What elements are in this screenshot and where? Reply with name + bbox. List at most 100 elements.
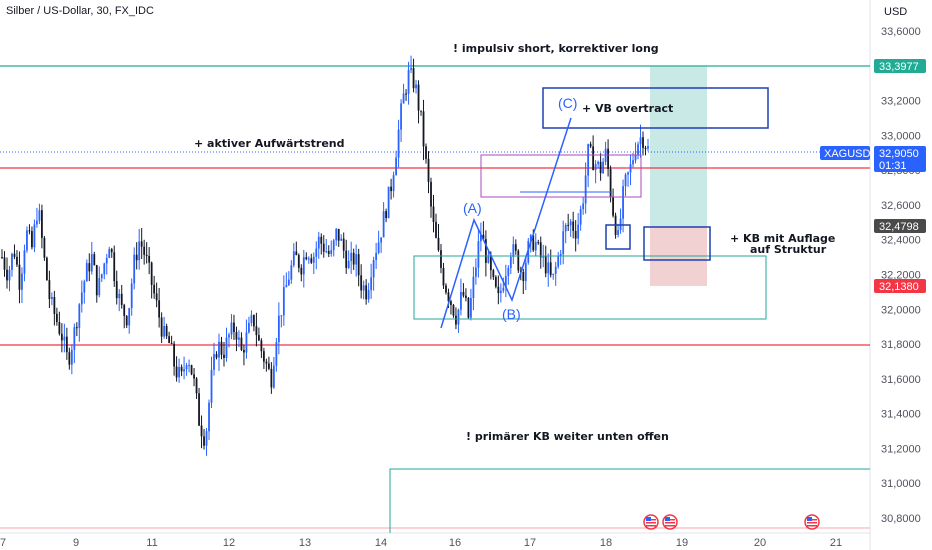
candle-body [629, 164, 632, 173]
candle-body [70, 349, 73, 365]
x-tick-label: 18 [600, 537, 612, 549]
time-axis[interactable]: 7 9 11 12 13 14 16 17 18 19 20 21 [0, 537, 842, 549]
candle-body [183, 369, 185, 372]
y-tick-label: 31,2000 [881, 443, 921, 455]
primary-annotation[interactable]: ! primärer KB weiter unten offen [466, 430, 669, 443]
cyan-structure-box[interactable] [413, 255, 767, 320]
candle-body [1, 257, 3, 259]
candle-body [158, 300, 161, 318]
candle-body [195, 378, 198, 394]
candle-body [55, 313, 58, 323]
x-tick-label: 16 [449, 537, 461, 549]
candle-body [208, 402, 210, 432]
y-tick-label: 30,8000 [881, 513, 921, 525]
current-price-tag[interactable]: 32,9050 01:31 [874, 146, 926, 172]
candle-body [382, 211, 385, 238]
candle-body [270, 368, 273, 388]
candle-body [579, 209, 582, 225]
candle-body [48, 280, 51, 300]
candle-body [430, 181, 432, 207]
candle-body [13, 253, 16, 257]
vb-box[interactable] [542, 87, 769, 129]
candle-body [347, 260, 350, 268]
purple-structure-box[interactable] [480, 154, 642, 198]
wave-label-c[interactable]: (C) [558, 95, 577, 111]
candle-body [83, 281, 86, 293]
kb-annotation-line1[interactable]: + KB mit Auflage [730, 232, 835, 245]
top-line-price-tag[interactable]: 33,3977 [874, 59, 926, 73]
us-flag-icon[interactable] [643, 514, 659, 530]
candle-body [470, 297, 472, 318]
stop-price-tag[interactable]: 32,1380 [874, 279, 926, 293]
candle-body [258, 335, 260, 341]
small-blue-box[interactable] [605, 224, 631, 250]
candle-body [125, 315, 128, 326]
candle-body [574, 230, 577, 239]
candle-body [320, 236, 323, 244]
candle-body [492, 270, 495, 278]
candle-body [282, 287, 285, 316]
candle-body [597, 161, 600, 165]
uptrend-annotation[interactable]: + aktiver Aufwärtstrend [194, 137, 345, 150]
candle-body [205, 431, 208, 446]
candle-body [43, 237, 46, 258]
price-axis[interactable]: 33,600033,400033,200033,000032,800032,60… [881, 26, 921, 525]
candle-body [285, 285, 288, 288]
candle-body [58, 322, 61, 334]
vb-annotation[interactable]: + VB overtract [582, 102, 673, 115]
abc-wave[interactable] [440, 117, 572, 329]
candle-body [260, 340, 263, 352]
candle-body [504, 276, 507, 288]
symbol-tag[interactable]: XAGUSD [820, 146, 871, 160]
candle-body [218, 341, 220, 358]
candle-body [287, 279, 290, 286]
candle-body [577, 224, 580, 239]
candle-body [612, 197, 614, 216]
svg-text:32,1380: 32,1380 [879, 281, 919, 293]
candle-body [544, 255, 547, 274]
entry-price-tag[interactable]: 32,4798 [874, 219, 926, 233]
candle-body [584, 175, 587, 204]
candle-body [335, 228, 338, 241]
candle-body [215, 354, 218, 358]
candle-body [499, 290, 502, 294]
candle-body [165, 326, 168, 337]
session-marker [389, 468, 870, 533]
candle-body [60, 333, 63, 341]
candle-body [88, 263, 91, 272]
impulse-annotation[interactable]: ! impulsiv short, korrektiver long [453, 42, 659, 55]
candle-body [632, 160, 634, 165]
candle-body [203, 436, 205, 446]
candle-body [170, 342, 173, 344]
candle-body [375, 252, 378, 261]
kb-annotation-line2[interactable]: auf Struktur [750, 243, 827, 256]
candle-body [322, 243, 325, 252]
candle-body [6, 269, 8, 281]
candle-body [108, 249, 111, 259]
candle-body [190, 365, 193, 375]
candle-body [484, 239, 487, 263]
wave-label-a[interactable]: (A) [463, 200, 482, 216]
candle-body [8, 269, 11, 281]
currency-label[interactable]: USD [884, 6, 907, 18]
candle-body [173, 343, 176, 367]
us-flag-icon[interactable] [804, 514, 820, 530]
candle-body [524, 262, 527, 281]
x-tick-label: 14 [375, 537, 387, 549]
candle-body [547, 262, 550, 274]
us-flag-icon[interactable] [662, 514, 678, 530]
candle-body [180, 366, 183, 372]
candle-body [342, 238, 345, 251]
candle-body [238, 337, 240, 340]
kb-box[interactable] [643, 226, 711, 261]
candle-body [253, 315, 255, 327]
candle-body [75, 327, 78, 329]
candle-body [602, 161, 605, 174]
wave-label-b[interactable]: (B) [502, 306, 521, 322]
y-tick-label: 31,8000 [881, 339, 921, 351]
candle-body [460, 291, 462, 310]
candle-body [390, 186, 392, 192]
candle-body [405, 93, 407, 95]
candle-body [455, 315, 457, 325]
